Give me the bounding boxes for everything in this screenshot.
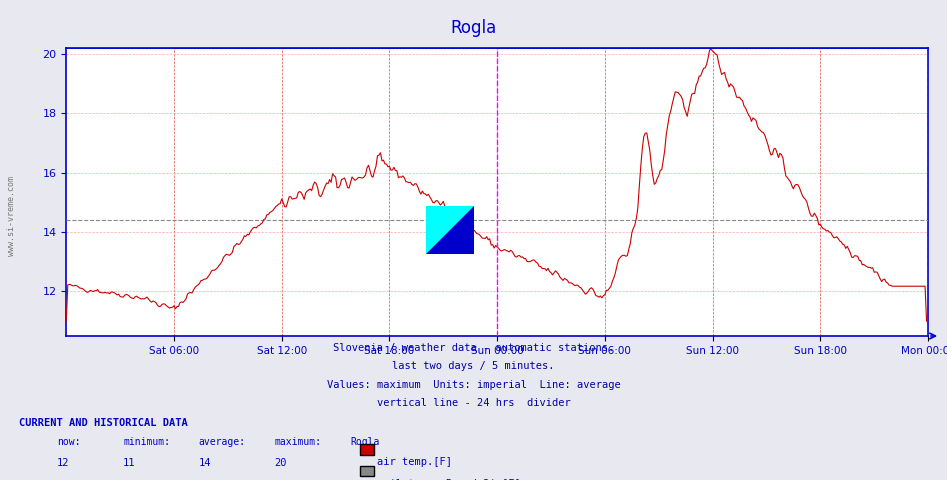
Text: 14: 14: [199, 458, 211, 468]
Text: Values: maximum  Units: imperial  Line: average: Values: maximum Units: imperial Line: av…: [327, 380, 620, 390]
Text: air temp.[F]: air temp.[F]: [377, 457, 452, 467]
Text: Slovenia / weather data - automatic stations.: Slovenia / weather data - automatic stat…: [333, 343, 614, 353]
Text: CURRENT AND HISTORICAL DATA: CURRENT AND HISTORICAL DATA: [19, 418, 188, 428]
Text: Rogla: Rogla: [451, 19, 496, 37]
Text: 11: 11: [123, 458, 135, 468]
Text: soil temp. 5cm / 2in[F]: soil temp. 5cm / 2in[F]: [377, 479, 521, 480]
Polygon shape: [426, 206, 474, 254]
Polygon shape: [426, 206, 474, 254]
Text: now:: now:: [57, 437, 80, 447]
Text: www.si-vreme.com: www.si-vreme.com: [7, 176, 16, 256]
Text: 12: 12: [57, 458, 69, 468]
Text: Rogla: Rogla: [350, 437, 380, 447]
Text: minimum:: minimum:: [123, 437, 170, 447]
Text: 20: 20: [275, 458, 287, 468]
Text: average:: average:: [199, 437, 246, 447]
Text: maximum:: maximum:: [275, 437, 322, 447]
Text: last two days / 5 minutes.: last two days / 5 minutes.: [392, 361, 555, 372]
Text: vertical line - 24 hrs  divider: vertical line - 24 hrs divider: [377, 398, 570, 408]
